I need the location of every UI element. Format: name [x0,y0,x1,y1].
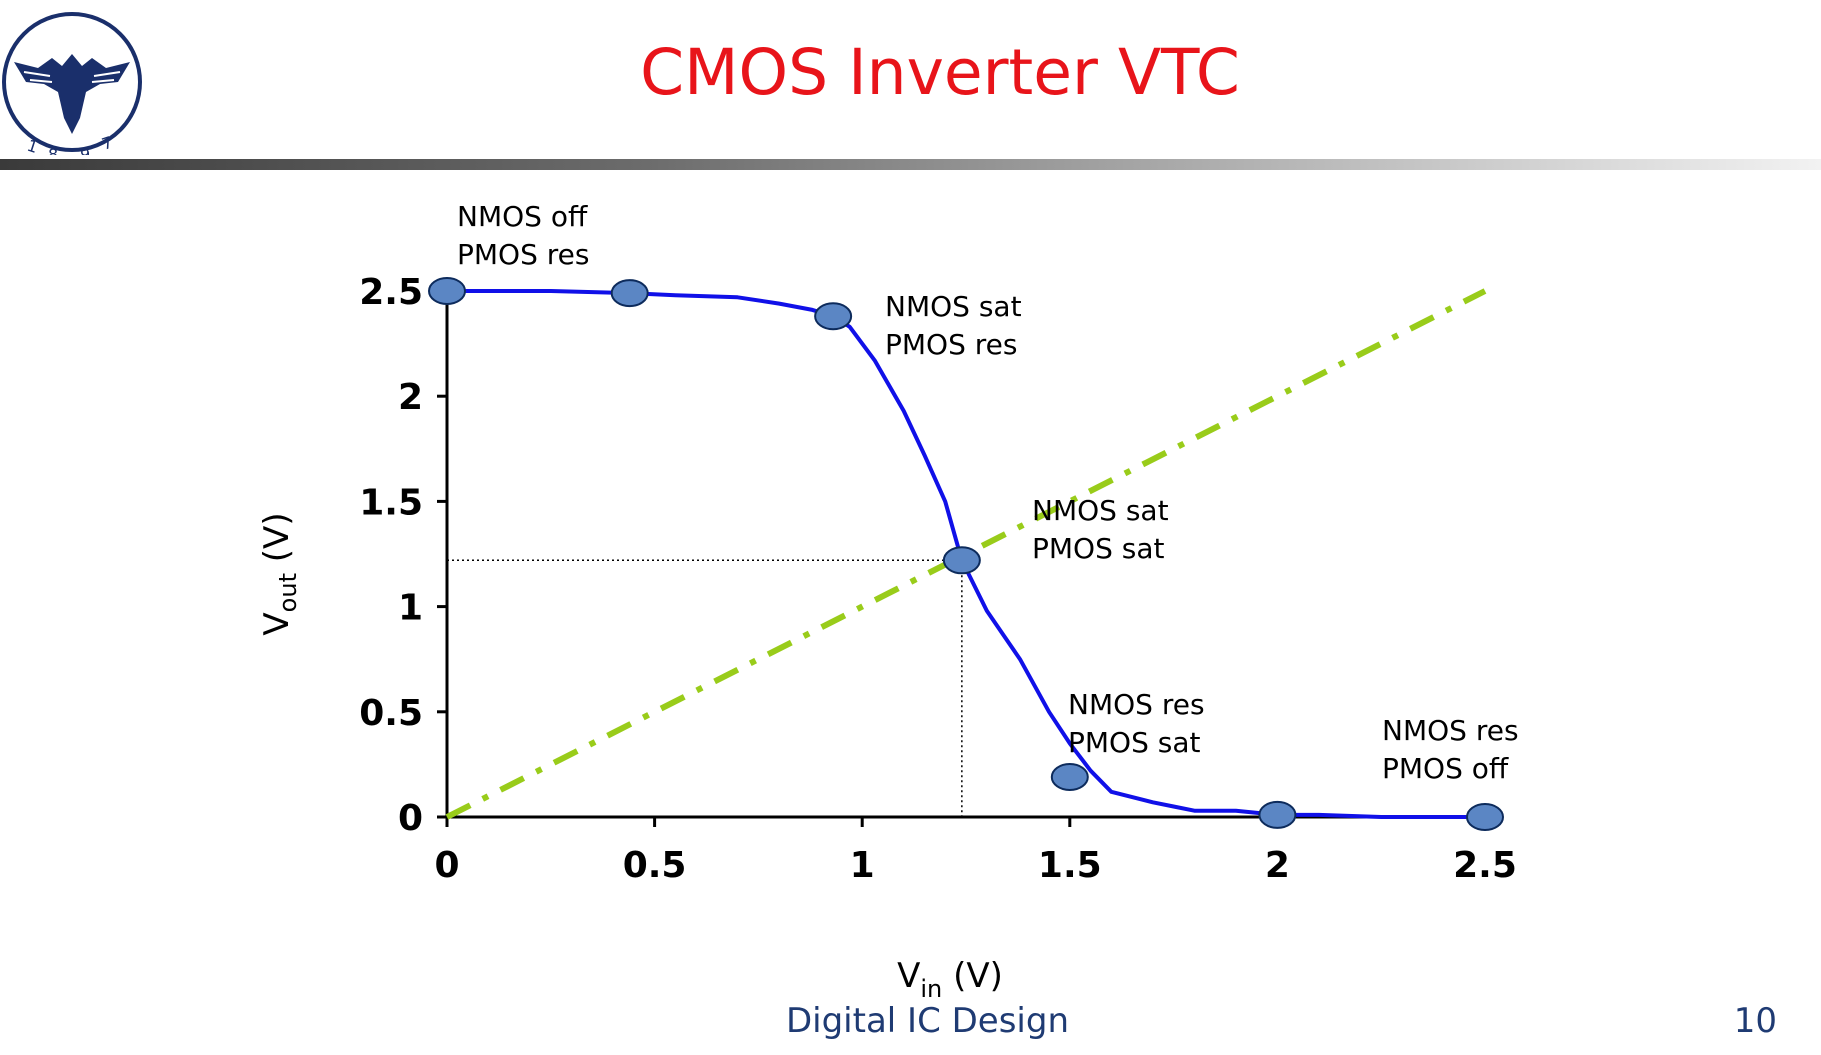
svg-text:9: 9 [80,145,90,155]
svg-text:8: 8 [48,145,58,155]
region-annotation-line2: PMOS off [1382,752,1509,785]
page-number: 10 [1733,1001,1777,1041]
x-tick-label: 1 [850,845,875,886]
region-annotation-line1: NMOS res [1382,714,1519,747]
x-tick-label: 2 [1265,845,1290,886]
x-tick-label: 1.5 [1038,845,1102,886]
region-annotation-line1: NMOS sat [1032,494,1169,527]
operating-point-marker [1050,763,1089,792]
x-tick-label: 0.5 [623,845,687,886]
vtc-curve [447,289,1485,819]
operating-point-marker [1258,800,1297,829]
y-tick-label: 2.5 [359,272,423,313]
operating-point-marker [942,546,981,575]
title-underline-bar [0,159,1821,170]
x-axis-label-main: V [897,956,920,996]
operating-point-marker [1466,803,1504,831]
region-annotation-line1: NMOS res [1068,688,1205,721]
y-tick-label: 1 [398,588,423,629]
region-annotation-line1: NMOS sat [885,290,1022,323]
y-tick-label: 2 [398,377,423,418]
region-annotation-line2: PMOS sat [1068,726,1201,759]
slide-title: CMOS Inverter VTC [640,36,1240,109]
y-tick-label: 0.5 [359,693,423,734]
region-annotation-line1: NMOS off [457,200,588,233]
region-annotation-line2: PMOS res [457,238,589,271]
region-annotation-line2: PMOS sat [1032,532,1165,565]
y-axis-label-unit: (V) [257,512,297,573]
region-annotation-line2: PMOS res [885,328,1017,361]
svg-text:1: 1 [25,136,41,155]
y-tick-label: 1.5 [359,482,423,523]
y-axis-label: Vout (V) [257,512,302,635]
x-tick-label: 2.5 [1453,845,1517,886]
footer-course-title: Digital IC Design [785,1001,1070,1041]
operating-point-marker [428,277,466,305]
x-axis-label: Vin (V) [897,956,1003,1003]
x-tick-label: 0 [434,845,459,886]
operating-point-marker [814,302,853,331]
x-axis-label-unit: (V) [942,956,1003,996]
y-tick-label: 0 [398,798,423,839]
operating-point-marker [610,279,649,308]
y-axis-label-main: V [257,612,297,635]
x-axis-label-sub: in [920,975,942,1003]
university-logo: 1 8 9 7 [2,12,142,155]
y-axis-label-sub: out [274,573,302,612]
